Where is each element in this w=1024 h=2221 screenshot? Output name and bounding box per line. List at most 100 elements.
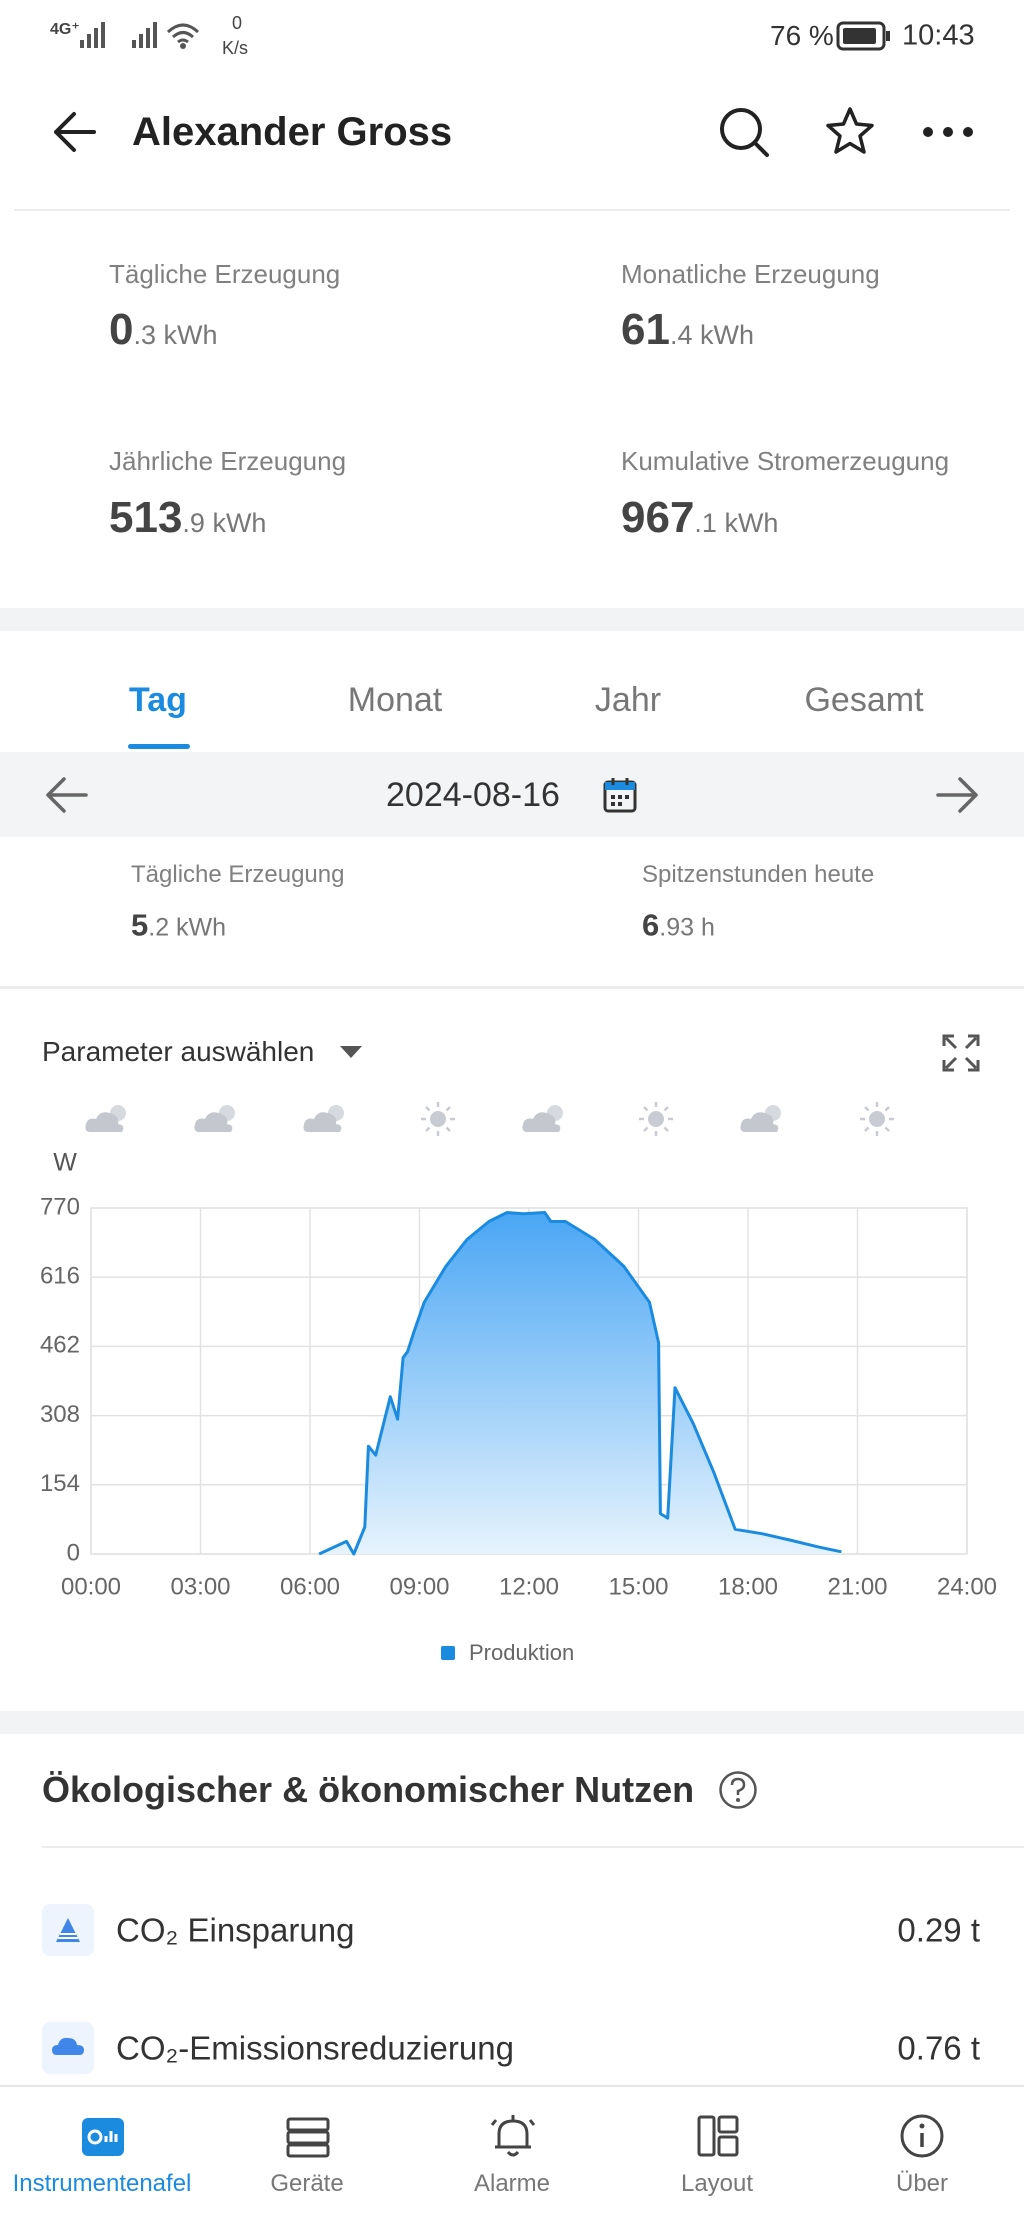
weather-icon (85, 1105, 126, 1132)
tab-indicator (128, 744, 190, 749)
stat-int: 513 (109, 493, 183, 542)
sun-ray (864, 1126, 870, 1132)
sun-ray (864, 1106, 870, 1112)
bottom-nav (0, 2085, 1024, 2221)
nav-label[interactable]: Instrumentenafel (12, 2170, 192, 2197)
day-stat-value: 5.2 kWh (131, 910, 226, 941)
legend-label: Produktion (469, 1640, 574, 1665)
tab[interactable]: Monat (347, 681, 443, 719)
stat-rest: .9 kWh (182, 508, 267, 538)
x-tick-label: 03:00 (170, 1573, 230, 1600)
stat-int: 61 (621, 305, 670, 354)
section-gap (0, 608, 1024, 631)
legend-swatch (441, 1646, 455, 1660)
sun (648, 1111, 664, 1127)
x-tick-label: 09:00 (389, 1573, 449, 1600)
divider (0, 986, 1024, 989)
benefit-value: 0.29 t (897, 1911, 980, 1949)
weather-icon (860, 1102, 894, 1136)
signal-icons (80, 22, 200, 49)
nav-label[interactable]: Alarme (473, 2170, 551, 2197)
nav-icon[interactable] (285, 2116, 331, 2158)
x-tick-label: 00:00 (61, 1573, 121, 1600)
section-gap (0, 1711, 1024, 1734)
sun-ray (643, 1126, 649, 1132)
tab[interactable]: Gesamt (804, 681, 924, 719)
stat-rest: .4 kWh (669, 320, 754, 350)
date[interactable]: 2024-08-16 (386, 776, 560, 814)
nav-icon[interactable] (899, 2113, 945, 2159)
x-tick-label: 06:00 (280, 1573, 340, 1600)
stat-value: 967.1 kWh (621, 496, 778, 540)
y-tick-label: 0 (67, 1539, 80, 1566)
net-speed-unit: K/s (222, 38, 249, 58)
y-tick-label: 770 (40, 1193, 80, 1220)
y-tick-label: 462 (40, 1332, 80, 1359)
x-tick-label: 15:00 (608, 1573, 668, 1600)
dropdown-arrow[interactable] (338, 1044, 364, 1060)
favorite-button[interactable] (822, 104, 878, 160)
x-tick-label: 21:00 (827, 1573, 887, 1600)
x-tick-label: 24:00 (937, 1573, 997, 1600)
day-stat-label: Tägliche Erzeugung (131, 861, 345, 888)
x-tick-label: 18:00 (718, 1573, 778, 1600)
net-speed: 0 (232, 13, 243, 33)
benefit-label: CO₂ Einsparung (116, 1911, 355, 1949)
divider (42, 1846, 1024, 1848)
weather-icon (421, 1102, 455, 1136)
nav-label[interactable]: Über (895, 2170, 949, 2197)
section-title: Ökologischer & ökonomischer Nutzen (42, 1769, 695, 1810)
tab[interactable]: Jahr (594, 681, 662, 719)
benefit-value: 0.76 t (897, 2029, 980, 2067)
stat-int: 967 (621, 493, 695, 542)
more-button[interactable] (920, 120, 976, 144)
parameter-select[interactable]: Parameter auswählen (42, 1036, 315, 1067)
cloud (85, 1112, 124, 1132)
sun-ray (445, 1106, 451, 1112)
calendar-icon[interactable] (602, 776, 638, 814)
sun-ray (663, 1106, 669, 1112)
stat-rest: .3 kWh (133, 320, 218, 350)
prev-date[interactable] (44, 776, 90, 814)
stat-int: 5 (131, 907, 149, 943)
page-title: Alexander Gross (132, 110, 453, 154)
next-date[interactable] (934, 776, 980, 814)
co2-cloud-icon (42, 2022, 94, 2074)
search-button[interactable] (716, 104, 772, 160)
co2-icon (42, 1904, 94, 1956)
nav-label[interactable]: Layout (680, 2170, 754, 2197)
divider (14, 209, 1010, 211)
sun-ray (445, 1126, 451, 1132)
nav-icon[interactable] (696, 2114, 740, 2158)
stat-value: 513.9 kWh (109, 496, 266, 540)
stat-int: 6 (642, 907, 660, 943)
nav-icon[interactable] (490, 2112, 536, 2160)
stat-label: Tägliche Erzeugung (109, 259, 341, 289)
y-tick-label: 308 (40, 1401, 80, 1428)
stat-label: Monatliche Erzeugung (621, 259, 880, 289)
sun-ray (425, 1106, 431, 1112)
clock: 10:43 (902, 19, 975, 52)
nav-label[interactable]: Geräte (270, 2170, 344, 2197)
nav-icon[interactable] (80, 2114, 126, 2160)
cloud (194, 1112, 233, 1132)
tab-active[interactable]: Tag (129, 681, 187, 719)
back-button[interactable] (50, 110, 100, 154)
network-type: 4G⁺ (50, 21, 80, 38)
cloud (522, 1112, 561, 1132)
fullscreen-button[interactable] (942, 1034, 980, 1072)
weather-icon (522, 1105, 563, 1132)
y-axis-label: W (53, 1149, 77, 1177)
benefit-label: CO₂-Emissionsreduzierung (116, 2029, 514, 2067)
weather-icon (740, 1105, 781, 1132)
area-line (318, 1211, 842, 1556)
weather-icon (639, 1102, 673, 1136)
stat-int: 0 (109, 305, 134, 354)
day-stat-value: 6.93 h (642, 910, 715, 941)
cloud (303, 1112, 342, 1132)
help-icon[interactable] (718, 1770, 758, 1810)
day-stat-label: Spitzenstunden heute (642, 861, 875, 888)
date-bar (0, 752, 1024, 837)
sun-ray (425, 1126, 431, 1132)
